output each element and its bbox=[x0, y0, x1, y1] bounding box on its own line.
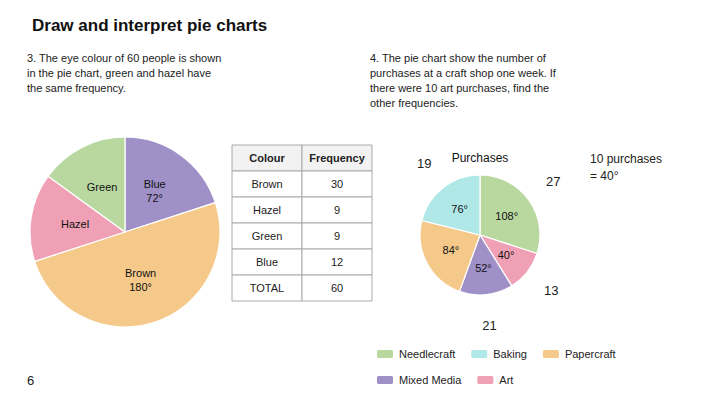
svg-text:19: 19 bbox=[417, 156, 431, 171]
svg-text:Brown: Brown bbox=[251, 178, 282, 190]
svg-text:40°: 40° bbox=[498, 249, 515, 261]
svg-text:= 40°: = 40° bbox=[590, 169, 619, 183]
svg-text:3. The eye colour of 60 people: 3. The eye colour of 60 people is shown bbox=[27, 52, 221, 64]
svg-text:4. The pie chart show the numb: 4. The pie chart show the number of bbox=[370, 52, 547, 64]
svg-text:Frequency: Frequency bbox=[309, 152, 366, 164]
svg-text:in the pie chart, green and ha: in the pie chart, green and hazel have bbox=[27, 67, 211, 79]
svg-text:Mixed Media: Mixed Media bbox=[399, 374, 462, 386]
svg-text:13: 13 bbox=[544, 283, 558, 298]
svg-text:60: 60 bbox=[331, 282, 343, 294]
svg-text:76°: 76° bbox=[451, 203, 468, 215]
svg-text:30: 30 bbox=[331, 178, 343, 190]
svg-text:TOTAL: TOTAL bbox=[250, 282, 284, 294]
svg-text:Colour: Colour bbox=[249, 152, 285, 164]
svg-text:the same frequency.: the same frequency. bbox=[27, 82, 126, 94]
svg-text:Needlecraft: Needlecraft bbox=[399, 348, 455, 360]
svg-text:Green: Green bbox=[87, 181, 118, 193]
svg-text:52°: 52° bbox=[475, 262, 492, 274]
svg-text:Draw and interpret pie charts: Draw and interpret pie charts bbox=[32, 16, 267, 35]
svg-text:9: 9 bbox=[334, 230, 340, 242]
svg-text:72°: 72° bbox=[146, 192, 163, 204]
svg-text:27: 27 bbox=[546, 174, 560, 189]
svg-text:there were 10 art purchases, f: there were 10 art purchases, find the bbox=[370, 82, 549, 94]
svg-text:Art: Art bbox=[499, 374, 513, 386]
svg-text:108°: 108° bbox=[495, 210, 518, 222]
svg-text:Purchases: Purchases bbox=[452, 151, 509, 165]
svg-text:6: 6 bbox=[27, 373, 34, 388]
svg-text:Blue: Blue bbox=[256, 256, 278, 268]
svg-text:Blue: Blue bbox=[144, 178, 166, 190]
svg-text:Brown: Brown bbox=[125, 267, 156, 279]
svg-text:Green: Green bbox=[252, 230, 283, 242]
svg-text:21: 21 bbox=[482, 318, 496, 333]
svg-text:other frequencies.: other frequencies. bbox=[370, 97, 458, 109]
svg-text:Papercraft: Papercraft bbox=[565, 348, 616, 360]
svg-text:Hazel: Hazel bbox=[61, 218, 89, 230]
svg-text:Hazel: Hazel bbox=[253, 204, 281, 216]
svg-text:10 purchases: 10 purchases bbox=[590, 152, 662, 166]
svg-text:84°: 84° bbox=[443, 244, 460, 256]
svg-text:12: 12 bbox=[331, 256, 343, 268]
svg-text:9: 9 bbox=[334, 204, 340, 216]
svg-text:180°: 180° bbox=[129, 281, 152, 293]
svg-text:purchases at a craft shop one: purchases at a craft shop one week. If bbox=[370, 67, 557, 79]
svg-text:Baking: Baking bbox=[493, 348, 527, 360]
